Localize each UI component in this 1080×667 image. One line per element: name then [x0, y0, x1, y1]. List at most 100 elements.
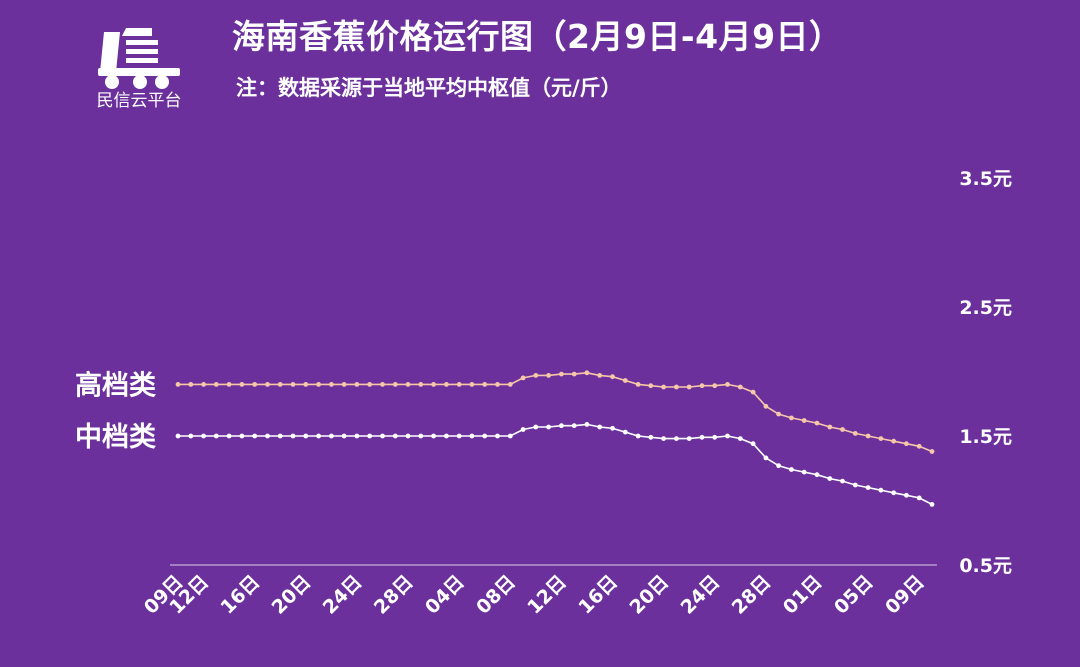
- data-point: [840, 427, 845, 432]
- y-tick-label: 3.5元: [959, 168, 1012, 190]
- series-label: 中档类: [75, 422, 156, 453]
- data-point: [405, 433, 411, 439]
- data-point: [814, 472, 820, 478]
- x-tick-label: 09日: [881, 571, 929, 619]
- data-point: [789, 415, 794, 421]
- data-point: [252, 382, 258, 387]
- data-point: [674, 384, 679, 390]
- data-point: [290, 433, 296, 439]
- x-tick-label: 01日: [779, 571, 827, 619]
- data-point: [482, 433, 488, 439]
- y-tick-label: 2.5元: [959, 297, 1012, 319]
- data-point: [559, 371, 564, 377]
- data-point: [456, 433, 462, 439]
- data-point: [265, 382, 270, 387]
- x-tick-label: 20日: [268, 571, 316, 619]
- data-point: [584, 422, 590, 427]
- data-point: [520, 375, 526, 381]
- data-point: [891, 438, 897, 444]
- data-point: [852, 431, 858, 436]
- data-point: [686, 384, 692, 390]
- data-point: [865, 433, 871, 439]
- data-point: [610, 425, 615, 431]
- data-point: [546, 424, 551, 430]
- data-point: [801, 418, 807, 423]
- data-point: [175, 433, 181, 439]
- data-point: [469, 382, 475, 387]
- x-tick-label: 04日: [421, 571, 469, 619]
- data-point: [916, 443, 922, 449]
- data-point: [303, 382, 309, 387]
- data-point: [712, 434, 718, 440]
- data-point: [750, 389, 756, 395]
- data-point: [725, 433, 730, 439]
- data-point: [904, 492, 909, 498]
- data-point: [801, 469, 807, 475]
- x-tick-label: 05日: [830, 571, 878, 619]
- data-point: [201, 433, 207, 439]
- data-point: [878, 436, 884, 441]
- x-tick-label: 24日: [319, 571, 367, 619]
- chart-title: 海南香蕉价格运行图（2月9日-4月9日）: [232, 17, 843, 56]
- data-point: [712, 383, 718, 389]
- data-point: [699, 383, 705, 389]
- x-tick-label: 08日: [472, 571, 520, 619]
- data-point: [622, 429, 628, 435]
- data-point: [661, 436, 666, 441]
- data-point: [431, 382, 436, 387]
- x-tick-label: 24日: [677, 571, 725, 619]
- data-point: [380, 382, 385, 387]
- data-point: [226, 433, 232, 439]
- data-point: [674, 436, 679, 441]
- y-tick-label: 0.5元: [959, 555, 1012, 577]
- data-point: [737, 436, 743, 441]
- data-point: [316, 433, 321, 439]
- data-point: [852, 482, 858, 488]
- data-point: [341, 382, 347, 387]
- data-point: [648, 383, 654, 389]
- x-tick-label: 20日: [625, 571, 673, 619]
- data-point: [878, 487, 884, 493]
- data-point: [507, 433, 513, 439]
- data-point: [789, 467, 794, 472]
- data-point: [418, 433, 424, 439]
- data-point: [814, 420, 820, 426]
- data-point: [303, 433, 309, 439]
- data-point: [380, 433, 385, 439]
- data-point: [354, 433, 360, 439]
- data-point: [201, 382, 207, 387]
- data-point: [507, 382, 513, 387]
- data-point: [431, 433, 436, 439]
- data-point: [776, 463, 781, 469]
- data-point: [329, 433, 334, 439]
- data-point: [354, 382, 360, 387]
- data-point: [367, 382, 373, 387]
- data-point: [482, 382, 488, 387]
- data-point: [495, 382, 500, 387]
- data-point: [405, 382, 411, 387]
- data-point: [559, 423, 564, 429]
- logo-text: 民信云平台: [96, 91, 182, 111]
- data-point: [597, 373, 603, 378]
- data-point: [239, 382, 245, 387]
- data-point: [546, 373, 551, 378]
- series-label: 高档类: [75, 369, 156, 401]
- data-point: [329, 382, 334, 387]
- data-point: [635, 433, 641, 439]
- data-point: [392, 433, 398, 439]
- data-point: [495, 433, 500, 439]
- data-point: [341, 433, 347, 439]
- data-point: [929, 502, 935, 507]
- data-point: [213, 382, 219, 387]
- data-point: [699, 434, 705, 440]
- data-point: [316, 382, 321, 387]
- x-tick-label: 12日: [523, 571, 571, 619]
- data-point: [367, 433, 373, 439]
- x-tick-label: 16日: [217, 571, 265, 619]
- x-tick-label: 16日: [574, 571, 622, 619]
- x-tick-label: 28日: [728, 571, 776, 619]
- data-point: [904, 441, 909, 447]
- data-point: [239, 433, 245, 439]
